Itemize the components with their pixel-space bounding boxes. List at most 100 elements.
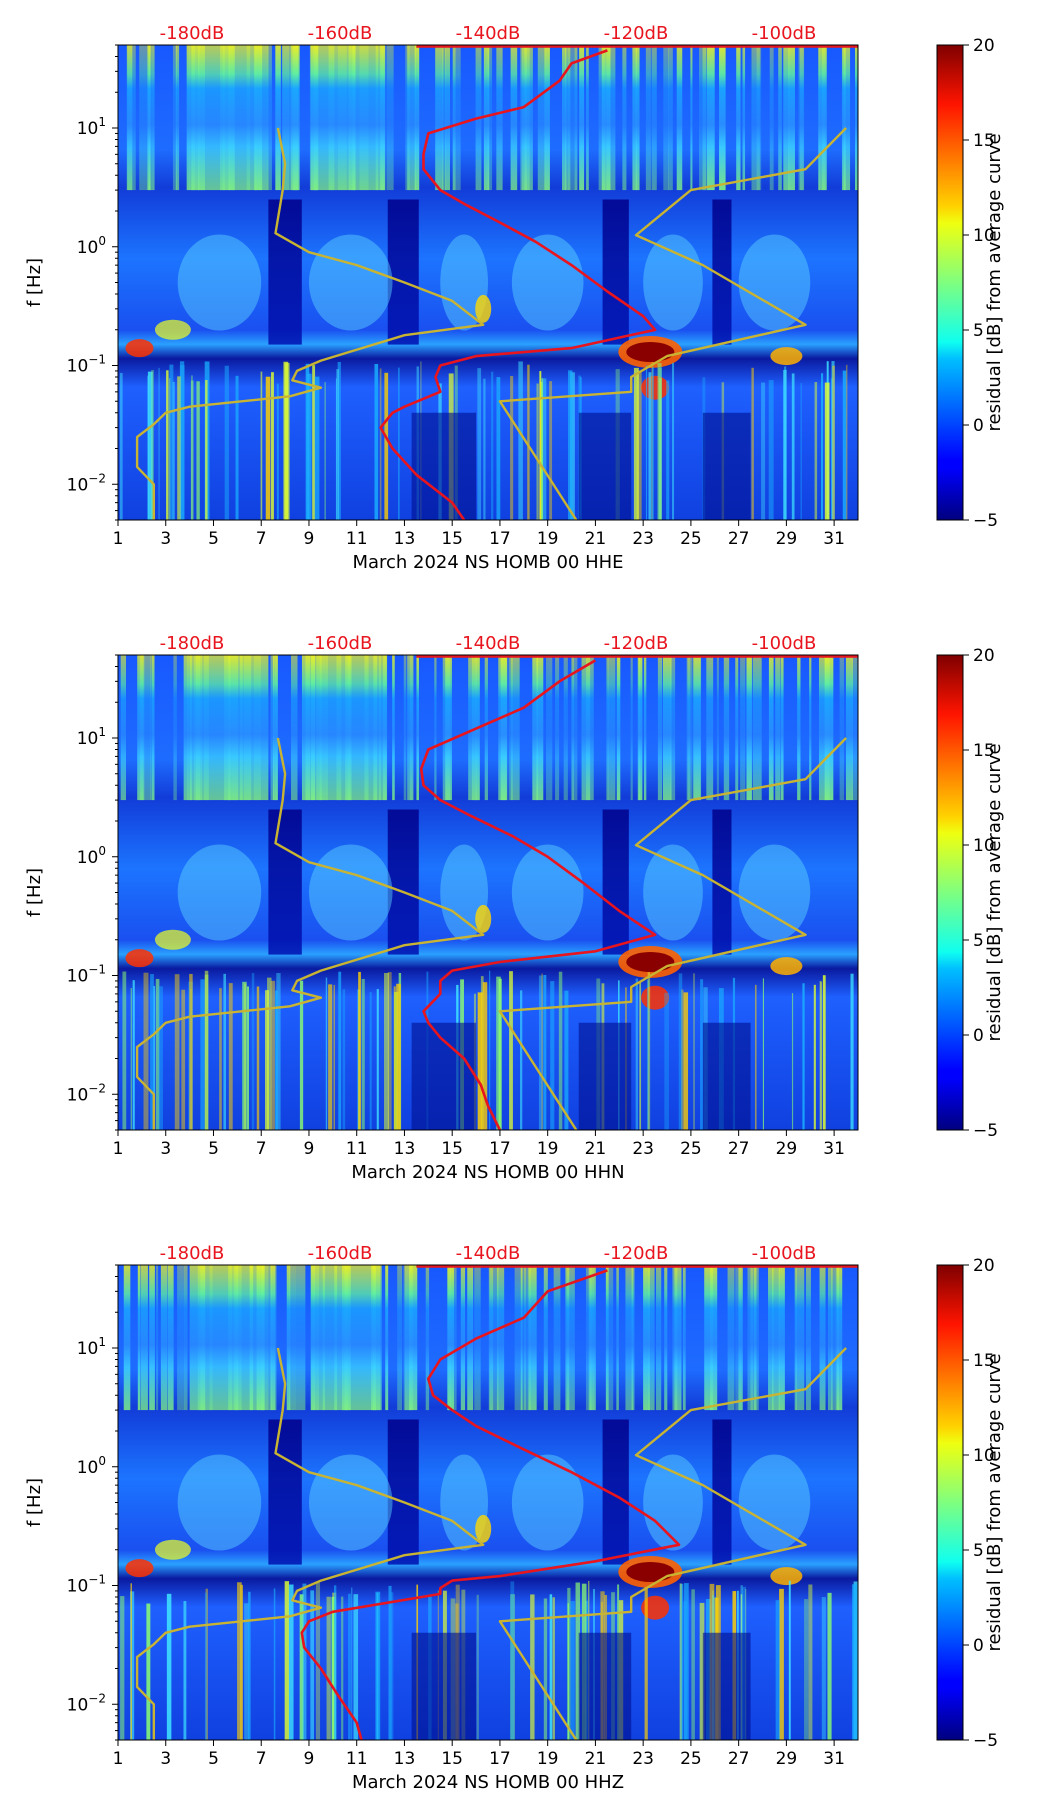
top-db-label: -160dB <box>308 633 373 654</box>
colorbar-tick-label: 10 <box>973 226 995 246</box>
colorbar-tick-label: 0 <box>973 1636 984 1656</box>
y-tick-label: 10−2 <box>67 1691 106 1715</box>
x-tick-label: 9 <box>304 1749 315 1769</box>
x-tick-label: 3 <box>160 1749 171 1769</box>
x-tick-label: 27 <box>728 1139 750 1159</box>
x-tick-label: 7 <box>256 529 267 549</box>
top-db-label: -100dB <box>752 633 817 654</box>
x-tick-label: 13 <box>394 1139 416 1159</box>
x-tick-label: 23 <box>632 1749 654 1769</box>
top-db-label: -160dB <box>308 23 373 44</box>
spectrogram-image <box>118 45 858 520</box>
x-tick-label: 13 <box>394 529 416 549</box>
x-tick-label: 9 <box>304 1139 315 1159</box>
colorbar-tick-label: −5 <box>973 1731 998 1751</box>
yellow-curve-1 <box>135 737 485 1130</box>
x-tick-label: 19 <box>537 1139 559 1159</box>
x-tick-label: 17 <box>489 1139 511 1159</box>
spectrogram-plot <box>117 44 859 521</box>
x-tick-label: 5 <box>208 1139 219 1159</box>
red-curve <box>379 49 657 520</box>
x-tick-label: 15 <box>441 1749 463 1769</box>
y-axis-label: f [Hz] <box>24 1478 45 1527</box>
colorbar-tick-label: 15 <box>973 131 995 151</box>
colorbar: 20 15 10 5 0 −5 residual [dB] from average cur… <box>936 36 1005 531</box>
spectrogram-image <box>118 655 858 1130</box>
colorbar-tick-label: 5 <box>973 931 984 951</box>
x-tick-label: 5 <box>208 1749 219 1769</box>
y-tick-label: 100 <box>77 1454 106 1478</box>
colorbar-label: residual [dB] from average curve <box>984 743 1005 1041</box>
x-tick-label: 21 <box>585 1139 607 1159</box>
top-db-label: -180dB <box>160 1243 225 1264</box>
x-tick-label: 15 <box>441 1139 463 1159</box>
x-tick-label: 1 <box>113 1139 124 1159</box>
x-tick-label: 15 <box>441 529 463 549</box>
top-db-label: -120dB <box>604 23 669 44</box>
x-tick-label: 25 <box>680 1749 702 1769</box>
x-tick-label: 1 <box>113 1749 124 1769</box>
spectrogram-plot <box>117 1264 859 1741</box>
x-tick-label: 3 <box>160 1139 171 1159</box>
x-axis-label: March 2024 NS HOMB 00 HHE <box>352 552 623 573</box>
colorbar-tick-label: 0 <box>973 1026 984 1046</box>
colorbar: 20 15 10 5 0 −5 residual [dB] from average cur… <box>936 1256 1005 1751</box>
top-db-label: -120dB <box>604 633 669 654</box>
x-tick-label: 7 <box>256 1749 267 1769</box>
colorbar-tick-label: 15 <box>973 1351 995 1371</box>
top-db-label: -180dB <box>160 23 225 44</box>
yellow-curve-2 <box>498 1347 847 1740</box>
y-tick-label: 10−1 <box>67 353 106 377</box>
colorbar-tick-label: 20 <box>973 646 995 666</box>
yellow-curve-2 <box>498 737 847 1130</box>
colorbar-tick-label: 10 <box>973 836 995 856</box>
y-tick-label: 100 <box>77 234 106 258</box>
x-tick-label: 17 <box>489 529 511 549</box>
red-curve <box>419 659 657 1130</box>
colorbar: 20 15 10 5 0 −5 residual [dB] from average cur… <box>936 646 1005 1141</box>
top-db-label: -140dB <box>456 1243 521 1264</box>
y-axis-label: f [Hz] <box>24 868 45 917</box>
spectrogram-image <box>118 1265 858 1740</box>
x-tick-label: 27 <box>728 1749 750 1769</box>
x-tick-label: 21 <box>585 1749 607 1769</box>
y-axis: 10−2 10−1 100 101 f [Hz] <box>24 1264 118 1741</box>
x-tick-label: 29 <box>776 529 798 549</box>
y-axis: 10−2 10−1 100 101 f [Hz] <box>24 654 118 1131</box>
colorbar-tick-label: 20 <box>973 1256 995 1276</box>
x-axis-label: March 2024 NS HOMB 00 HHN <box>351 1162 624 1183</box>
x-tick-label: 1 <box>113 529 124 549</box>
y-tick-label: 101 <box>77 1335 106 1359</box>
yellow-curve-1 <box>135 127 485 520</box>
x-tick-label: 21 <box>585 529 607 549</box>
colorbar-tick-label: −5 <box>973 511 998 531</box>
x-tick-label: 17 <box>489 1749 511 1769</box>
y-tick-label: 101 <box>77 725 106 749</box>
top-db-label: -140dB <box>456 633 521 654</box>
x-tick-label: 11 <box>346 1139 368 1159</box>
top-db-label: -100dB <box>752 23 817 44</box>
colorbar-tick-label: 0 <box>973 416 984 436</box>
x-tick-label: 13 <box>394 1749 416 1769</box>
red-curve <box>300 1269 681 1740</box>
x-tick-label: 9 <box>304 529 315 549</box>
x-tick-label: 3 <box>160 529 171 549</box>
y-tick-label: 10−1 <box>67 963 106 987</box>
y-axis-label: f [Hz] <box>24 258 45 307</box>
x-tick-label: 25 <box>680 1139 702 1159</box>
y-axis: 10−2 10−1 100 101 f [Hz] <box>24 44 118 521</box>
x-tick-label: 27 <box>728 529 750 549</box>
y-tick-label: 10−1 <box>67 1573 106 1597</box>
x-tick-label: 11 <box>346 1749 368 1769</box>
colorbar-tick-label: −5 <box>973 1121 998 1141</box>
x-tick-label: 7 <box>256 1139 267 1159</box>
yellow-curve-1 <box>135 1347 485 1740</box>
yellow-curve-2 <box>498 127 847 520</box>
x-tick-label: 29 <box>776 1139 798 1159</box>
y-tick-label: 100 <box>77 844 106 868</box>
